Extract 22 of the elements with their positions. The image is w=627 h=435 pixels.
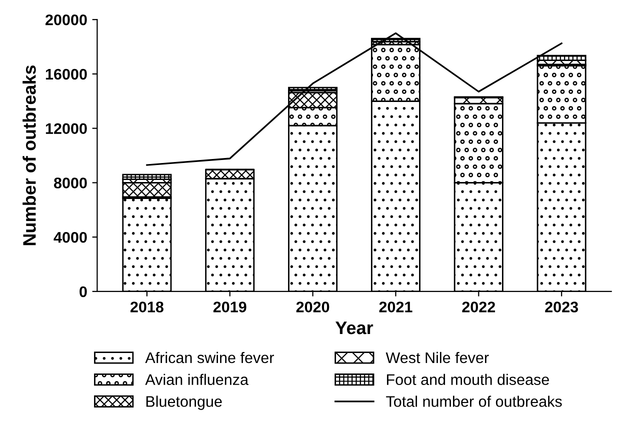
x-tick-label: 2019 bbox=[213, 302, 246, 312]
y-tick-label: 12000 bbox=[46, 123, 87, 134]
y-tick-label: 0 bbox=[80, 286, 87, 298]
legend-label: Bluetongue bbox=[146, 396, 222, 410]
y-tick-label: 16000 bbox=[46, 68, 87, 80]
y-axis-title: Number of outbreaks bbox=[22, 65, 36, 246]
legend-label: West Nile fever bbox=[386, 352, 489, 364]
bar bbox=[122, 174, 172, 180]
x-tick-label: 2021 bbox=[379, 302, 412, 312]
x-tick-label: 2023 bbox=[545, 302, 578, 312]
y-tick-label: 8000 bbox=[54, 178, 87, 188]
x-tick-label: 2022 bbox=[462, 302, 496, 312]
legend-label: African swine fever bbox=[145, 352, 274, 364]
bar bbox=[370, 38, 420, 42]
x-axis-title: Year bbox=[335, 322, 374, 334]
legend-label: Foot and mouth disease bbox=[386, 374, 549, 386]
legend-label: Avian influenza bbox=[145, 374, 249, 386]
y-tick-label: 4000 bbox=[54, 232, 87, 243]
legend-label: Total number of outbreaks bbox=[386, 396, 562, 407]
x-tick-label: 2020 bbox=[296, 302, 330, 312]
x-tick-label: 2018 bbox=[130, 302, 164, 312]
y-tick-label: 20000 bbox=[46, 14, 87, 26]
